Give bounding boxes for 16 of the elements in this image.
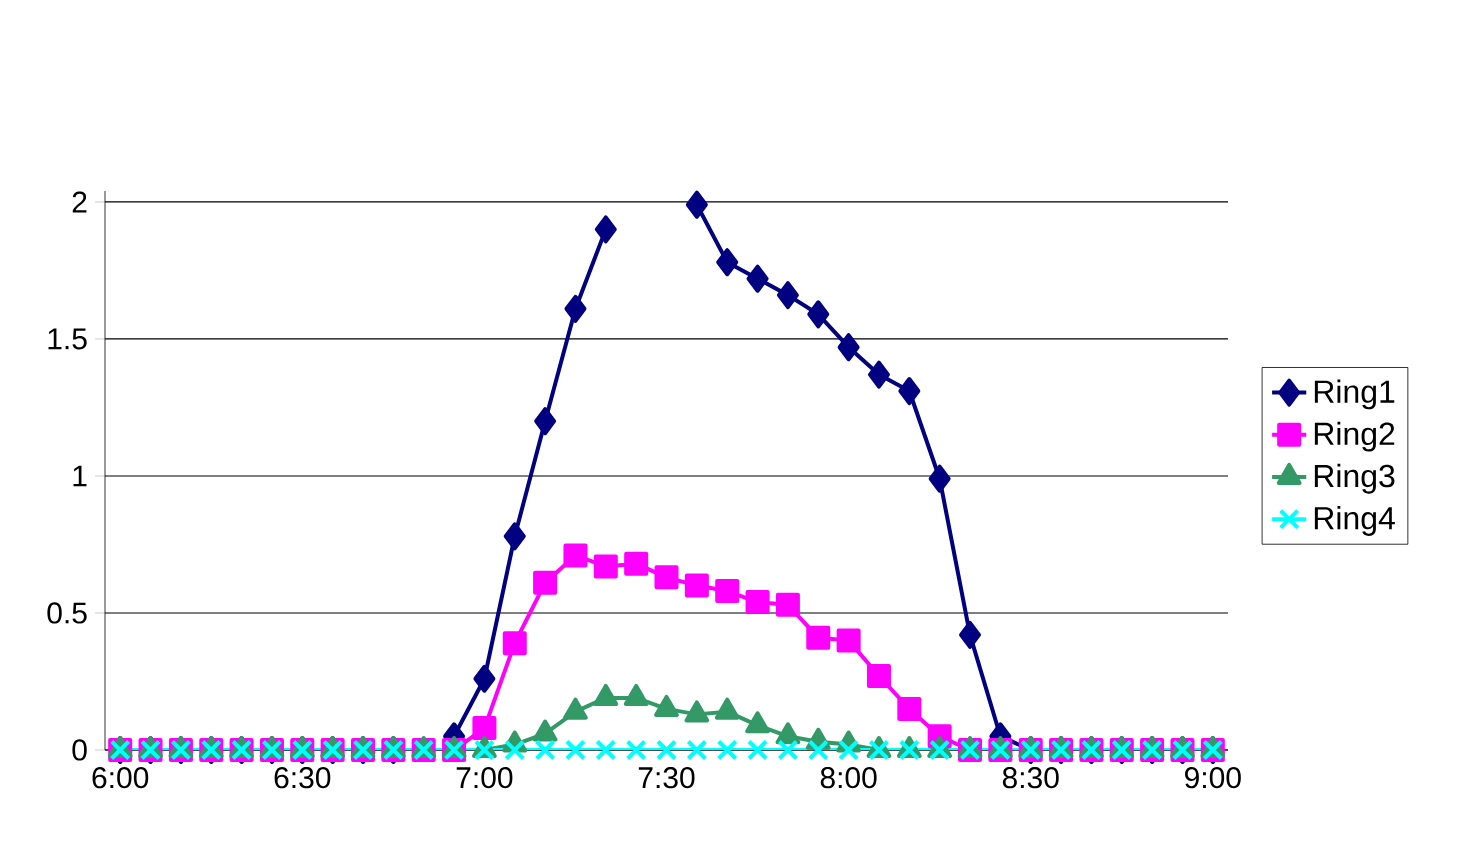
legend-label: Ring3	[1314, 463, 1395, 494]
x-tick-label: 7:00	[456, 767, 513, 789]
legend-label: Ring1	[1314, 379, 1395, 410]
legend-label: Ring4	[1314, 506, 1395, 536]
x-tick-label: 7:30	[638, 767, 695, 789]
x-tick-label: 8:30	[1002, 767, 1059, 789]
x-tick-label: 9:00	[1185, 767, 1241, 789]
y-tick-label: 2	[72, 191, 87, 213]
x-tick-label: 8:00	[820, 767, 877, 789]
y-tick-label: 1.5	[48, 328, 87, 350]
y-tick-label: 1	[73, 465, 87, 487]
x-tick-label: 6:30	[274, 767, 331, 789]
y-tick-label: 0.5	[47, 602, 87, 624]
legend-label: Ring2	[1314, 421, 1395, 452]
x-tick-label: 6:00	[92, 767, 149, 789]
y-tick-label: 0	[72, 739, 87, 761]
